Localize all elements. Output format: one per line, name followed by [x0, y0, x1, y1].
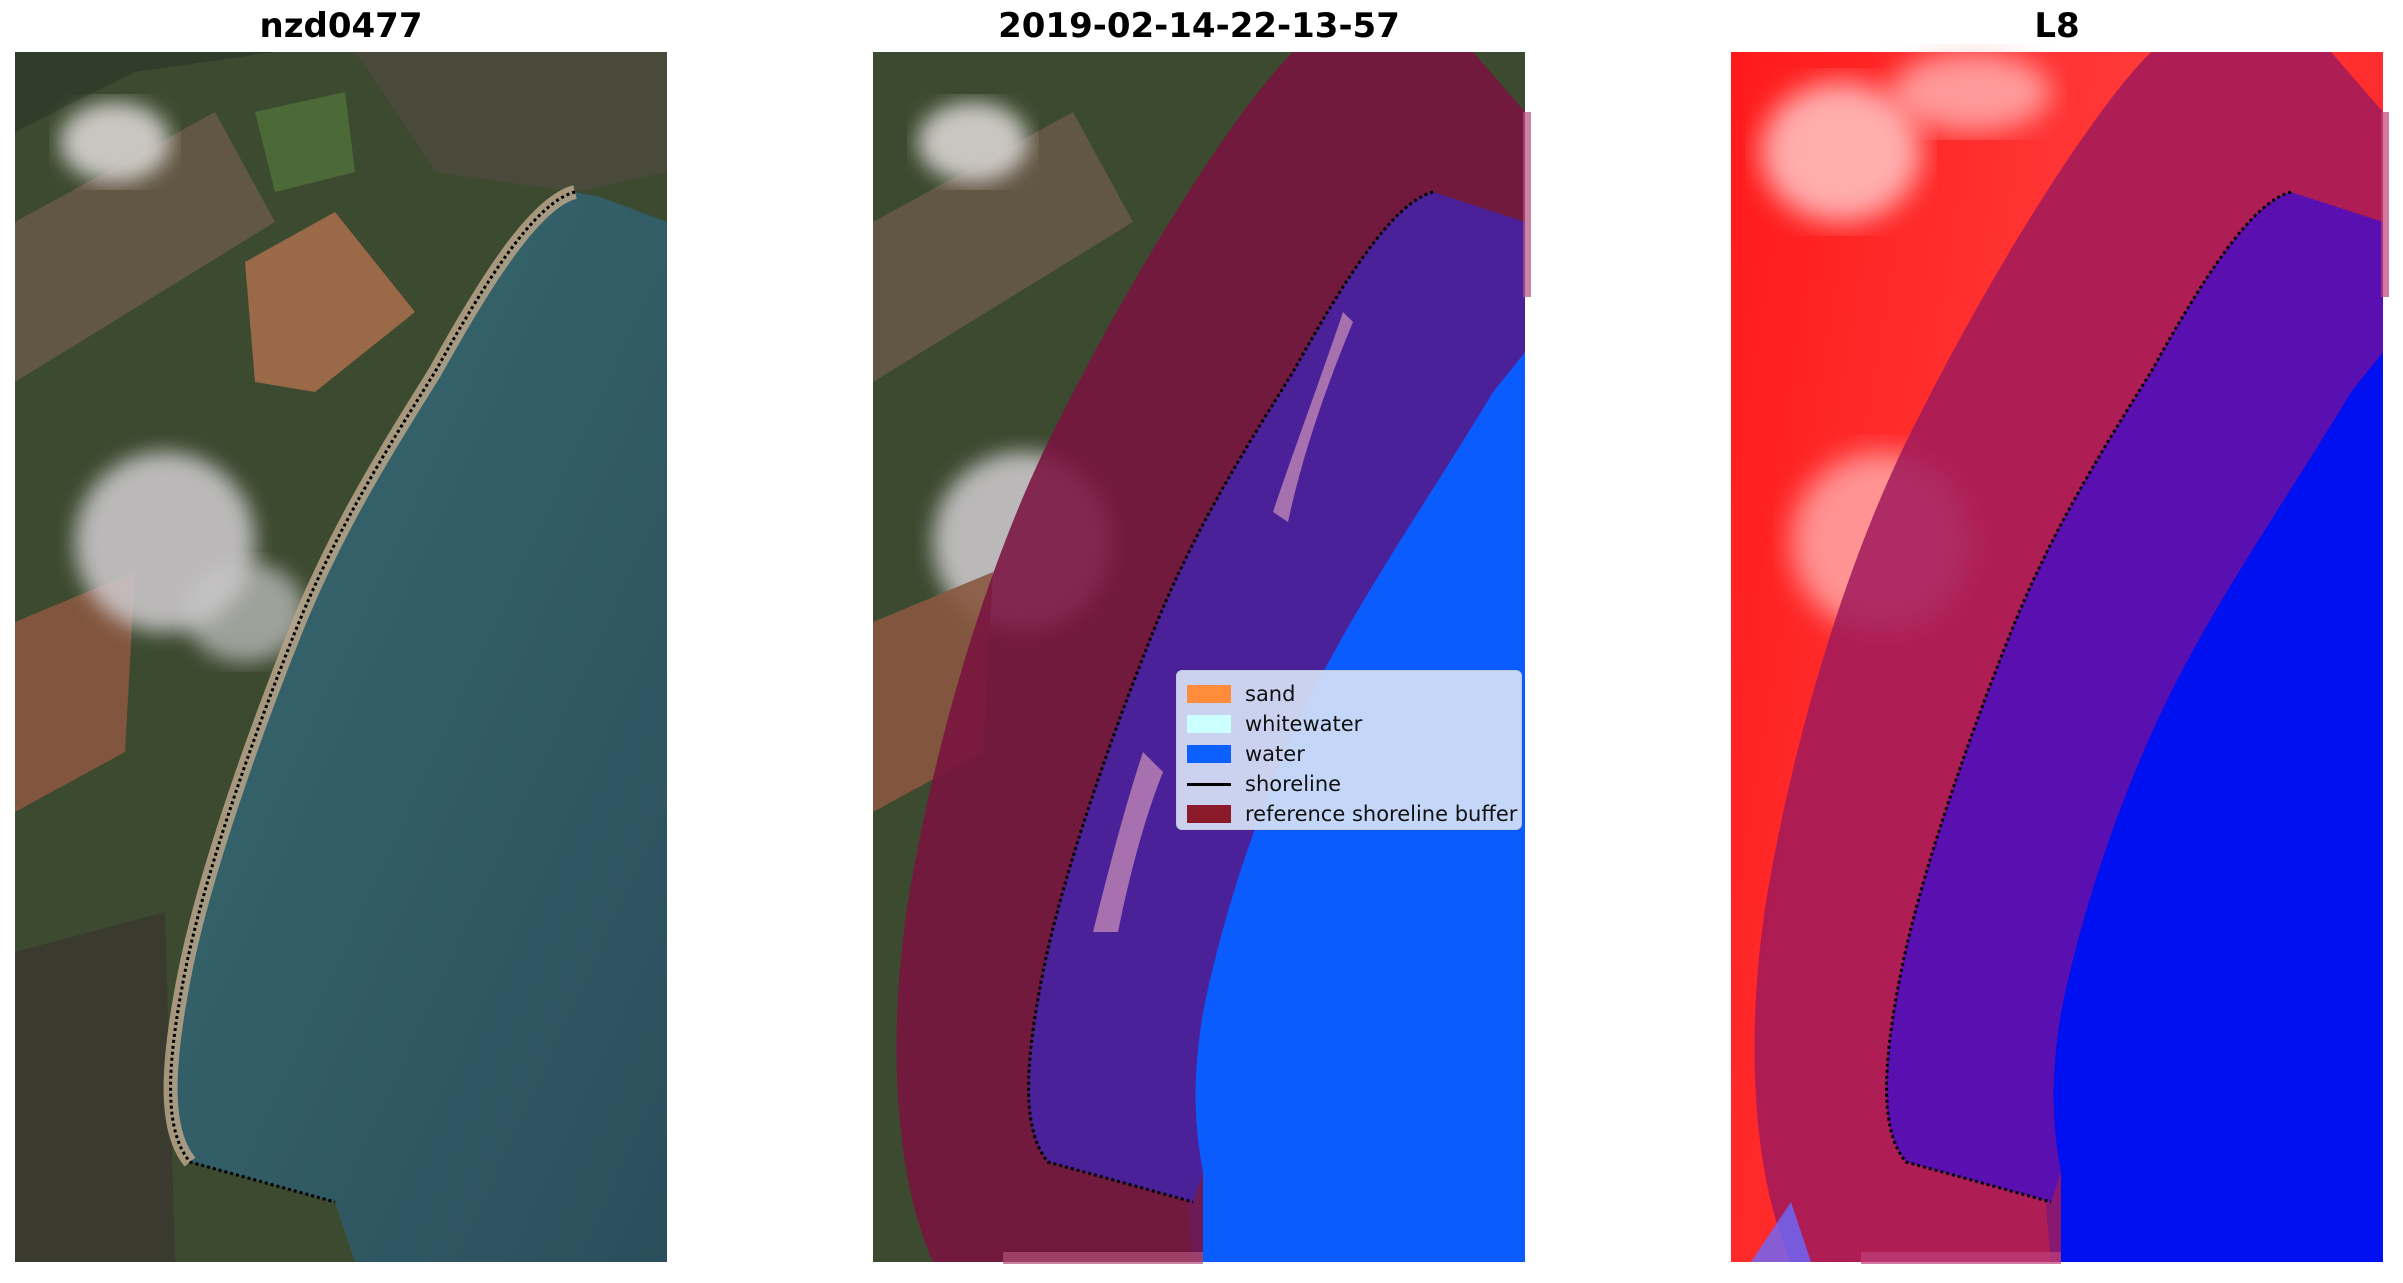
- shoreline-path: [169, 190, 576, 1204]
- legend-label: whitewater: [1245, 712, 1363, 736]
- legend-item-whitewater: whitewater: [1187, 709, 1511, 739]
- classification-image: [873, 52, 1531, 1264]
- buffer-swatch: [1187, 805, 1231, 823]
- water-swatch: [1187, 745, 1231, 763]
- legend-label: sand: [1245, 682, 1296, 706]
- legend-item-buffer: reference shoreline buffer: [1187, 799, 1517, 829]
- shoreline-path: [1027, 190, 1434, 1204]
- sand-swatch: [1187, 685, 1231, 703]
- panel-title-date: 2019-02-14-22-13-57: [998, 6, 1400, 46]
- whitewater-swatch: [1187, 715, 1231, 733]
- panel-title-site: nzd0477: [259, 6, 423, 46]
- legend-label: shoreline: [1245, 772, 1342, 796]
- legend: sand whitewater water shoreline referenc…: [1176, 670, 1522, 830]
- legend-item-water: water: [1187, 739, 1511, 769]
- rgb-image: [15, 52, 667, 1262]
- index-panel: [1731, 52, 2389, 1264]
- shoreline-path: [1885, 190, 2292, 1204]
- classification-panel: [873, 52, 1531, 1264]
- legend-label: reference shoreline buffer: [1245, 802, 1518, 826]
- legend-label: water: [1245, 742, 1305, 766]
- panel-title-satellite: L8: [2034, 6, 2080, 46]
- rgb-image-panel: [15, 52, 667, 1262]
- legend-item-shoreline: shoreline: [1187, 769, 1511, 799]
- index-image: [1731, 52, 2389, 1264]
- legend-item-sand: sand: [1187, 679, 1511, 709]
- shoreline-line-swatch: [1187, 782, 1231, 786]
